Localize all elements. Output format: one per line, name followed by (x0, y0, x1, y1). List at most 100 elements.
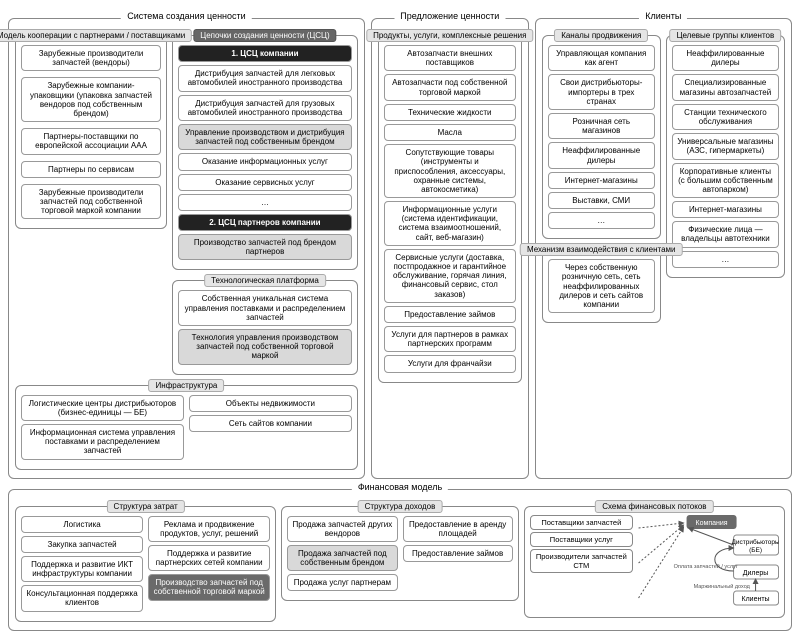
list-item: Реклама и продвижение продуктов, услуг, … (148, 516, 270, 542)
infra-panel: Инфраструктура Логистические центры дист… (15, 385, 358, 470)
list-item: Неаффилированные дилеры (548, 142, 655, 168)
chain-h1: 1. ЦСЦ компании (178, 45, 352, 62)
income-left: Продажа запчастей других вендоров Продажа… (287, 513, 397, 595)
list-item: Производство запчастей под собственной т… (148, 574, 270, 600)
node-producers: Производители запчастей СТМ (530, 549, 633, 573)
list-item: Логистические центры дистрибьюторов (биз… (21, 395, 184, 421)
income-right: Предоставление в аренду площадей Предоста… (403, 513, 513, 595)
platform-list: Собственная уникальная система управлени… (178, 290, 352, 364)
products-list: Автозапчасти внешних поставщиков Автозапч… (384, 45, 516, 373)
value-prop-title: Предложение ценности (394, 11, 505, 21)
panel-value-system: Система создания ценности Модель коопера… (8, 18, 365, 479)
list-item: Зарубежные компании-упаковщики (упаковка… (21, 77, 161, 122)
list-item: Автозапчасти под собственной торговой ма… (384, 74, 516, 100)
list-item: Масла (384, 124, 516, 141)
cooperation-list: Зарубежные производители запчастей (венд… (21, 42, 161, 222)
value-system-title: Система создания ценности (121, 11, 251, 21)
mechanism-title: Механизм взаимодействия с клиентами (520, 243, 683, 256)
list-item: Зарубежные производители запчастей (венд… (21, 45, 161, 71)
list-item: Продажа запчастей под собственным брендо… (287, 545, 397, 571)
list-item: Универсальные магазины (АЗС, гипермаркет… (672, 133, 779, 159)
flow-label-parts: Оплата запчастей / услуг (673, 563, 737, 570)
list-item: Объекты недвижимости (189, 395, 352, 412)
list-item: Дистрибуция запчастей для грузовых автом… (178, 95, 352, 121)
list-item: Продажа услуг партнерам (287, 574, 397, 591)
list-item: … (672, 251, 779, 268)
mechanism-list: Через собственную розничную сеть, сеть н… (548, 259, 655, 313)
list-item: Продажа запчастей других вендоров (287, 516, 397, 542)
income-title: Структура доходов (358, 500, 443, 513)
flow-label-marg: Маржинальный доход (693, 583, 750, 590)
node-suppliers-services: Поставщики услуг (530, 532, 633, 547)
list-item: Зарубежные производители запчастей под с… (21, 184, 161, 220)
platform-panel: Технологическая платформа Собственная ун… (172, 280, 358, 374)
chains-panel: Цепочки создания ценности (ЦСЦ) 1. ЦСЦ к… (172, 35, 358, 270)
list-item: Информационные услуги (система идентифик… (384, 201, 516, 246)
clients-title: Клиенты (639, 11, 687, 21)
list-item: Станции технического обслуживания (672, 104, 779, 130)
node-dealers: Дилеры (743, 570, 769, 577)
list-item: Поддержка и развитие ИКТ инфраструктуры … (21, 556, 143, 582)
list-item: Предоставление в аренду площадей (403, 516, 513, 542)
list-item: Услуги для партнеров в рамках партнерски… (384, 326, 516, 352)
groups-title: Целевые группы клиентов (670, 29, 782, 42)
list-item: Специализированные магазины автозапчасте… (672, 74, 779, 100)
list-item: Автозапчасти внешних поставщиков (384, 45, 516, 71)
list-item: Выставки, СМИ (548, 192, 655, 209)
list-item: Поддержка и развитие партнерских сетей к… (148, 545, 270, 571)
list-item: Физические лица — владельцы автотехники (672, 221, 779, 247)
infra-title: Инфраструктура (149, 379, 225, 392)
panel-financial: Финансовая модель Структура затрат Логис… (8, 489, 792, 631)
chain-c2-list: Производство запчастей под брендом партн… (178, 234, 352, 260)
flows-title: Схема финансовых потоков (595, 500, 713, 513)
costs-left: Логистика Закупка запчастей Поддержка и ра… (21, 513, 143, 615)
list-item: Технология управления производством запч… (178, 329, 352, 365)
list-item: Логистика (21, 516, 143, 533)
list-item: Управляющая компания как агент (548, 45, 655, 71)
list-item: Производство запчастей под брендом партн… (178, 234, 352, 260)
list-item: … (548, 212, 655, 229)
products-title: Продукты, услуги, комплексные решения (366, 29, 533, 42)
list-item: Корпоративные клиенты (с большим собстве… (672, 163, 779, 199)
costs-right: Реклама и продвижение продуктов, услуг, … (148, 513, 270, 615)
list-item: Сеть сайтов компании (189, 415, 352, 432)
list-item: Закупка запчастей (21, 536, 143, 553)
list-item: … (178, 194, 352, 211)
financial-title: Финансовая модель (352, 482, 448, 492)
panel-value-prop: Предложение ценности Продукты, услуги, к… (371, 18, 529, 479)
channels-title: Каналы продвижения (554, 29, 648, 42)
panel-clients: Клиенты Каналы продвижения Управляющая к… (535, 18, 792, 479)
list-item: Интернет-магазины (672, 201, 779, 218)
list-item: Партнеры-поставщики по европейской ассоц… (21, 128, 161, 154)
cooperation-title: Модель кооперации с партнерами / поставщ… (0, 29, 192, 42)
flow-svg: Компания Дистрибьюторы (БЕ) Дилеры Клиен… (638, 513, 779, 613)
list-item: Розничная сеть магазинов (548, 113, 655, 139)
svg-text:(БЕ): (БЕ) (749, 547, 762, 554)
groups-panel: Целевые группы клиентов Неаффилированные… (666, 35, 785, 278)
infra-left: Логистические центры дистрибьюторов (биз… (21, 392, 184, 463)
list-item: Информационная система управления постав… (21, 424, 184, 460)
costs-title: Структура затрат (107, 500, 185, 513)
list-item: Оказание информационных услуг (178, 153, 352, 170)
list-item: Управление производством и дистрибуция з… (178, 124, 352, 150)
products-panel: Продукты, услуги, комплексные решения Ав… (378, 35, 522, 383)
list-item: Сопутствующие товары (инструменты и прис… (384, 144, 516, 198)
list-item: Технические жидкости (384, 104, 516, 121)
node-company: Компания (695, 520, 727, 527)
list-item: Интернет-магазины (548, 172, 655, 189)
list-item: Неаффилированные дилеры (672, 45, 779, 71)
mechanism-panel: Механизм взаимодействия с клиентами Чере… (542, 249, 661, 323)
list-item: Свои дистрибьюторы-импортеры в трех стра… (548, 74, 655, 110)
flows-panel: Схема финансовых потоков Поставщики запч… (524, 506, 785, 618)
list-item: Партнеры по сервисам (21, 161, 161, 178)
list-item: Дистрибуция запчастей для легковых автом… (178, 65, 352, 91)
list-item: Сервисные услуги (доставка, постпродажно… (384, 249, 516, 303)
list-item: Оказание сервисных услуг (178, 174, 352, 191)
chain-c1-list: Дистрибуция запчастей для легковых автом… (178, 65, 352, 211)
list-item: Предоставление займов (403, 545, 513, 562)
list-item: Услуги для франчайзи (384, 355, 516, 372)
list-item: Предоставление займов (384, 306, 516, 323)
node-suppliers-parts: Поставщики запчастей (530, 515, 633, 530)
list-item: Собственная уникальная система управлени… (178, 290, 352, 326)
infra-right: Объекты недвижимости Сеть сайтов компании (189, 392, 352, 463)
